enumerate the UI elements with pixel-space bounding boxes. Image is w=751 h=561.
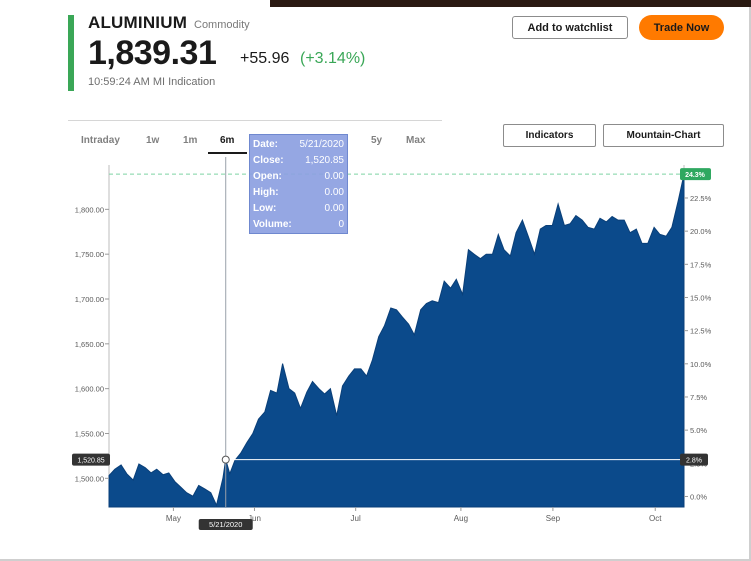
y2-tick-label: 0.0% [690,492,707,501]
tab-1m[interactable]: 1m [183,135,198,146]
tooltip-row-open: Open: 0.00 [253,171,344,182]
top-banner-strip [270,0,751,7]
instrument-type: Commodity [194,19,250,31]
instrument-name: ALUMINIUM [88,13,188,32]
price-change: +55.96 [240,50,290,67]
y-tick-label: 1,500.00 [75,474,104,483]
chart-type-button[interactable]: Mountain-Chart [603,124,724,147]
indicators-button[interactable]: Indicators [503,124,596,147]
tab-6m[interactable]: 6m [220,135,235,146]
crosshair-value-badge [72,453,110,466]
add-to-watchlist-button[interactable]: Add to watchlist [512,16,628,39]
y-tick-label: 1,650.00 [75,340,104,349]
x-tick-label: Aug [454,514,468,523]
y-tick-label: 1,600.00 [75,385,104,394]
chart-tooltip: Date: 5/21/2020 Close: 1,520.85 Open: 0.00 … [249,134,348,234]
y2-tick-label: 7.5% [690,393,707,402]
quote-timestamp: 10:59:24 AM MI Indication [88,76,216,88]
crosshair-pct-badge [680,453,708,466]
tabs-divider [68,120,442,121]
crosshair-date-label: 5/21/2020 [209,520,242,529]
y2-tick-label: 22.5% [690,194,712,203]
y2-tick-label: 10.0% [690,360,712,369]
x-tick-label: May [166,514,181,523]
tooltip-row-volume: Volume: 0 [253,219,344,230]
tooltip-row-close: Close: 1,520.85 [253,155,344,166]
tab-1w[interactable]: 1w [146,135,160,146]
tooltip-row-high: High: 0.00 [253,187,344,198]
accent-bar [68,15,74,91]
y-tick-label: 1,750.00 [75,250,104,259]
price-area-series [108,174,685,508]
tooltip-row-low: Low: 0.00 [253,203,344,214]
crosshair-value-label: 1,520.85 [77,458,104,465]
active-tab-underline [208,152,247,154]
x-tick-label: Sep [546,514,561,523]
tab-max[interactable]: Max [406,135,426,146]
trade-now-button[interactable]: Trade Now [639,15,724,40]
tooltip-row-date: Date: 5/21/2020 [253,139,344,150]
y-tick-label: 1,800.00 [75,205,104,214]
y2-tick-label: 5.0% [690,426,707,435]
tab-intraday[interactable]: Intraday [81,135,120,146]
crosshair-date-badge [198,519,253,530]
crosshair-pct-label: 2.8% [686,458,702,465]
last-value-pct-label: 24.3% [685,172,706,179]
y-tick-label: 1,550.00 [75,429,104,438]
crosshair-point [221,455,230,464]
y2-tick-label: 12.5% [690,327,712,336]
y2-tick-label: 17.5% [690,260,712,269]
tab-5y[interactable]: 5y [371,135,383,146]
y2-tick-label: 20.0% [690,227,712,236]
last-value-badge [680,168,711,181]
x-tick-label: Jun [248,514,261,523]
price-change-percent: (+3.14%) [300,50,366,67]
last-price: 1,839.31 [88,34,217,72]
y2-tick-label: 15.0% [690,293,712,302]
x-tick-label: Jul [351,514,361,523]
y-tick-label: 1,700.00 [75,295,104,304]
x-tick-label: Oct [649,514,662,523]
